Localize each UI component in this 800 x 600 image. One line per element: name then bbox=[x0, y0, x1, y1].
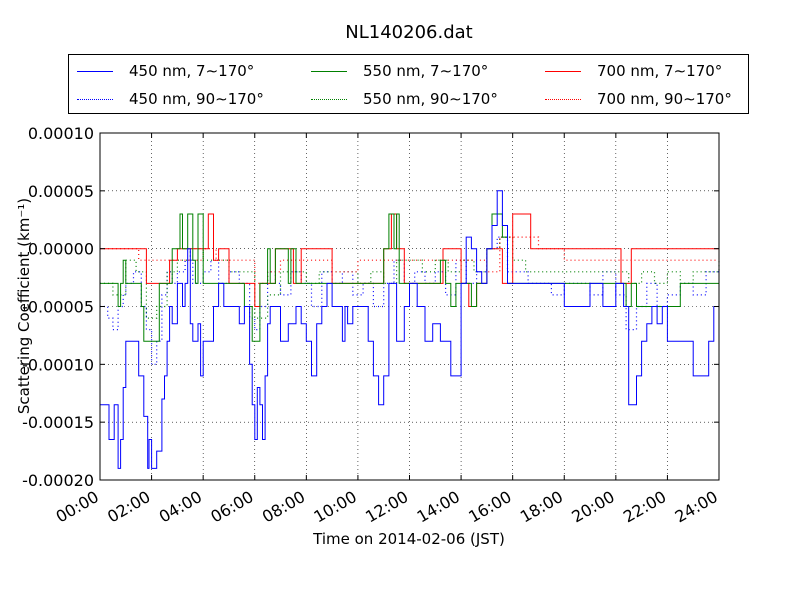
x-tick-label: 14:00 bbox=[414, 487, 463, 527]
x-tick-label: 02:00 bbox=[104, 487, 153, 527]
legend-swatch bbox=[77, 99, 113, 100]
y-axis-label: Scattering Coefficient (km⁻¹) bbox=[15, 198, 33, 414]
legend-swatch bbox=[77, 71, 113, 72]
y-tick-label: 0.00005 bbox=[28, 182, 94, 201]
x-tick-label: 10:00 bbox=[310, 487, 359, 527]
legend-label: 700 nm, 7∼170° bbox=[597, 62, 723, 80]
x-tick-label: 04:00 bbox=[156, 487, 205, 527]
series-line-3 bbox=[100, 236, 720, 319]
legend: 450 nm, 7∼170° 450 nm, 90∼170° 550 nm, 7… bbox=[68, 54, 749, 114]
legend-swatch bbox=[545, 99, 581, 100]
legend-swatch bbox=[311, 71, 347, 72]
y-tick-label: 0.00010 bbox=[28, 124, 94, 143]
legend-label: 450 nm, 7∼170° bbox=[129, 62, 255, 80]
legend-swatch bbox=[311, 99, 347, 100]
x-tick-label: 20:00 bbox=[568, 487, 617, 527]
x-tick-label: 22:00 bbox=[620, 487, 669, 527]
x-tick-label: 12:00 bbox=[362, 487, 411, 527]
chart-title: NL140206.dat bbox=[345, 22, 472, 43]
x-axis-label: Time on 2014-02-06 (JST) bbox=[312, 530, 505, 548]
x-tick-label: 16:00 bbox=[465, 487, 514, 527]
legend-swatch bbox=[545, 71, 581, 72]
legend-label: 450 nm, 90∼170° bbox=[129, 90, 264, 108]
x-tick-label: 00:00 bbox=[53, 487, 102, 527]
y-axis-ticks: 0.00010 0.00005 0.00000 -0.00005 -0.00010 -0.… bbox=[22, 124, 719, 490]
series-line-4 bbox=[100, 213, 719, 307]
series-line-0 bbox=[100, 190, 719, 469]
x-tick-label: 06:00 bbox=[207, 487, 256, 527]
x-axis-ticks: 00:00 02:00 04:00 06:00 08:00 10:00 12:00 14:00… bbox=[53, 133, 721, 527]
series-line-2 bbox=[100, 213, 719, 342]
legend-label: 700 nm, 90∼170° bbox=[597, 90, 732, 108]
y-tick-label: 0.00000 bbox=[28, 240, 94, 259]
x-tick-label: 24:00 bbox=[672, 487, 721, 527]
y-tick-label: -0.00005 bbox=[22, 298, 94, 317]
y-tick-label: -0.00015 bbox=[22, 413, 94, 432]
y-tick-label: -0.00020 bbox=[22, 471, 94, 490]
x-tick-label: 08:00 bbox=[259, 487, 308, 527]
x-tick-label: 18:00 bbox=[517, 487, 566, 527]
legend-label: 550 nm, 7∼170° bbox=[363, 62, 489, 80]
legend-label: 550 nm, 90∼170° bbox=[363, 90, 498, 108]
series-layer bbox=[100, 190, 720, 469]
y-tick-label: -0.00010 bbox=[22, 355, 94, 374]
